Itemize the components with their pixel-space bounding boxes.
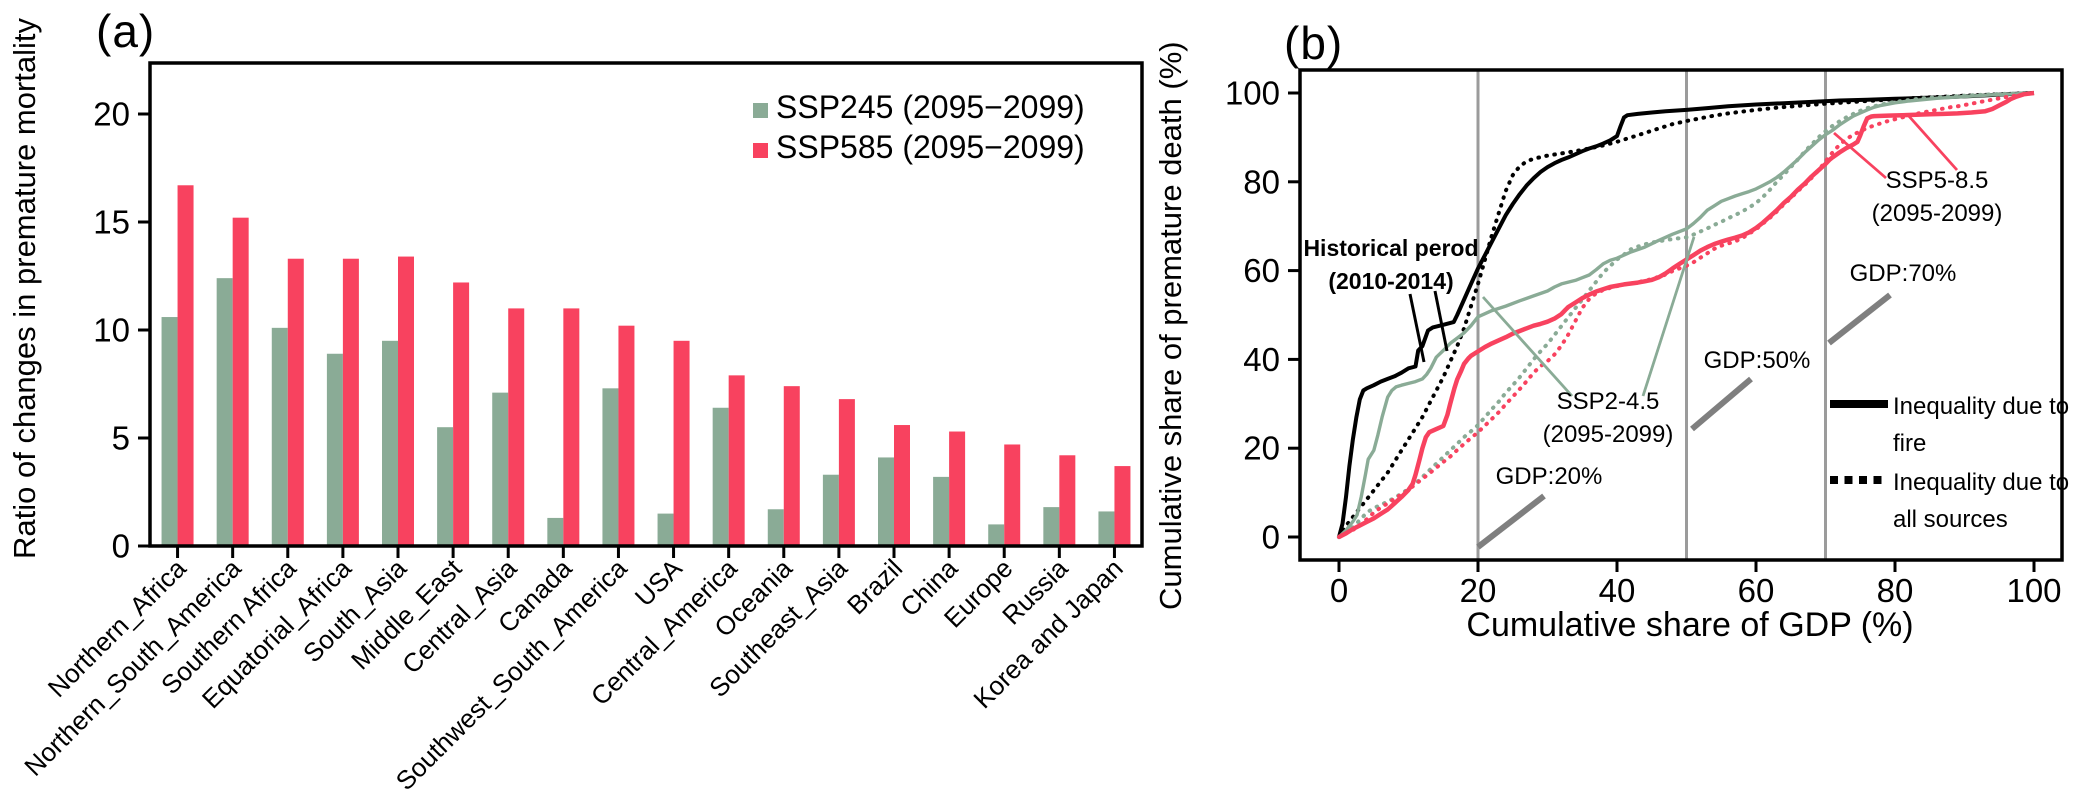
legend-label-a-0: SSP245 (2095−2099) [776,89,1085,125]
annotation-pointer-gdp70 [1827,292,1892,346]
bar-ssp585-9 [673,340,690,546]
y-tick-label-b: 100 [1225,75,1280,112]
annotation-text-ssp585-1: (2095-2099) [1872,200,2003,227]
bar-ssp585-2 [287,258,304,546]
bar-ssp585-4 [398,256,414,546]
plot-box-a [148,61,1144,548]
x-tick-label-b: 100 [2006,572,2061,609]
bar-ssp245-11 [767,509,784,546]
bar-ssp245-17 [1098,511,1115,546]
annotation-pointer-ssp245-0 [1481,296,1574,397]
bar-ssp245-9 [657,513,674,546]
plot-box-b [1298,68,2064,562]
bar-ssp585-5 [453,282,470,546]
bar-ssp245-0 [161,317,178,546]
bar-ssp585-11 [783,386,800,546]
panel-a-y-axis-label: Ratio of changes in premature mortality [7,17,42,559]
annotation-text-gdp20-0: GDP:20% [1496,463,1603,490]
y-tick-label-a: 0 [112,528,130,565]
annotation-text-gdp50-0: GDP:50% [1704,347,1811,374]
y-tick-label-a: 10 [93,312,130,349]
bar-ssp245-7 [547,517,564,546]
curve-3-dotted [1337,91,2036,539]
y-tick-label-b: 0 [1262,519,1280,556]
annotation-pointer-gdp50 [1690,376,1753,432]
panel-b: 0 20 40 60 80 100 0 20 40 60 80 100 Historical perod… [1225,68,2069,609]
annotation-pointer-ssp585-1 [1905,113,1959,171]
x-tick-label-b: 0 [1330,572,1348,609]
x-tick-label-b: 60 [1738,572,1775,609]
bar-ssp585-16 [1059,455,1076,546]
bar-ssp585-10 [728,375,745,546]
bar-ssp585-0 [177,185,194,546]
curve-0-solid [1337,91,2035,538]
legend-label-b-0-1: fire [1893,430,1926,457]
bar-ssp245-14 [933,476,950,546]
bar-ssp585-3 [342,258,359,546]
bar-ssp245-3 [326,353,343,546]
legend-label-a-1: SSP585 (2095−2099) [776,129,1085,165]
annotation-text-ssp245-0: SSP2-4.5 [1557,388,1660,415]
legend-label-b-0-0: Inequality due to [1893,393,2069,420]
bar-ssp245-4 [382,340,398,546]
y-tick-label-b: 20 [1243,430,1280,467]
bar-ssp585-14 [949,431,966,546]
bar-ssp585-15 [1004,444,1021,546]
curve-2-solid [1337,91,2035,539]
x-tick-label-b: 80 [1877,572,1914,609]
legend-swatch-a-0 [753,103,768,118]
legend-label-b-1-1: all sources [1893,506,2008,533]
bar-ssp245-16 [1043,507,1060,546]
annotation-pointer-gdp20 [1476,493,1546,550]
bar-ssp585-13 [894,425,910,546]
y-tick-label-b: 60 [1243,252,1280,289]
bar-ssp585-1 [232,217,249,546]
annotation-text-historical-0: Historical perod [1303,235,1478,261]
bar-ssp585-12 [838,399,855,546]
legend-swatch-a-1 [753,143,768,158]
annotation-pointer-ssp585-0 [1833,131,1887,180]
panel-b-y-axis-label: Cumulative share of premature death (%) [1153,41,1188,611]
annotation-text-ssp585-0: SSP5-8.5 [1886,167,1989,194]
panel-b-x-axis-label: Cumulative share of GDP (%) [1466,606,1914,644]
bar-ssp245-13 [878,457,894,546]
annotation-pointer-historical-0 [1408,293,1426,363]
curve-1-dotted [1337,91,2036,539]
curve-5-dotted [1337,91,2036,539]
bar-ssp585-17 [1114,466,1131,546]
bar-ssp585-7 [563,308,580,546]
annotation-text-ssp245-1: (2095-2099) [1543,421,1674,448]
bar-ssp245-8 [602,388,619,546]
y-tick-label-b: 80 [1243,163,1280,200]
annotation-pointer-ssp245-1 [1641,236,1696,397]
bar-ssp245-15 [988,524,1005,546]
panel-a: 05101520Northern_AfricaNorthern_South_Am… [18,61,1144,793]
bar-ssp245-12 [822,474,839,546]
bar-ssp245-6 [492,392,509,546]
x-tick-label-b: 40 [1599,572,1636,609]
bar-ssp245-1 [216,278,233,546]
x-tick-label-b: 20 [1460,572,1497,609]
annotation-text-gdp70-0: GDP:70% [1850,260,1957,287]
curve-4-solid [1337,90,2035,540]
bar-ssp585-6 [508,308,525,546]
y-tick-label-a: 15 [93,204,130,241]
panel-b-title: (b) [1284,17,1344,69]
y-tick-label-a: 5 [112,420,130,457]
annotation-text-historical-1: (2010-2014) [1328,268,1453,294]
annotation-pointer-historical-1 [1433,290,1449,352]
legend-label-b-1-0: Inequality due to [1893,469,2069,496]
y-tick-label-b: 40 [1243,341,1280,378]
bar-ssp585-8 [618,325,635,546]
y-tick-label-a: 20 [93,96,130,133]
curves [1337,90,2036,540]
bar-ssp245-5 [437,427,454,546]
bar-ssp245-10 [712,407,729,546]
category-label-13: Brazil [841,553,908,620]
panel-a-title: (a) [96,5,156,57]
bar-ssp245-2 [271,327,288,546]
category-label-1: Northern_South_America [18,553,247,782]
